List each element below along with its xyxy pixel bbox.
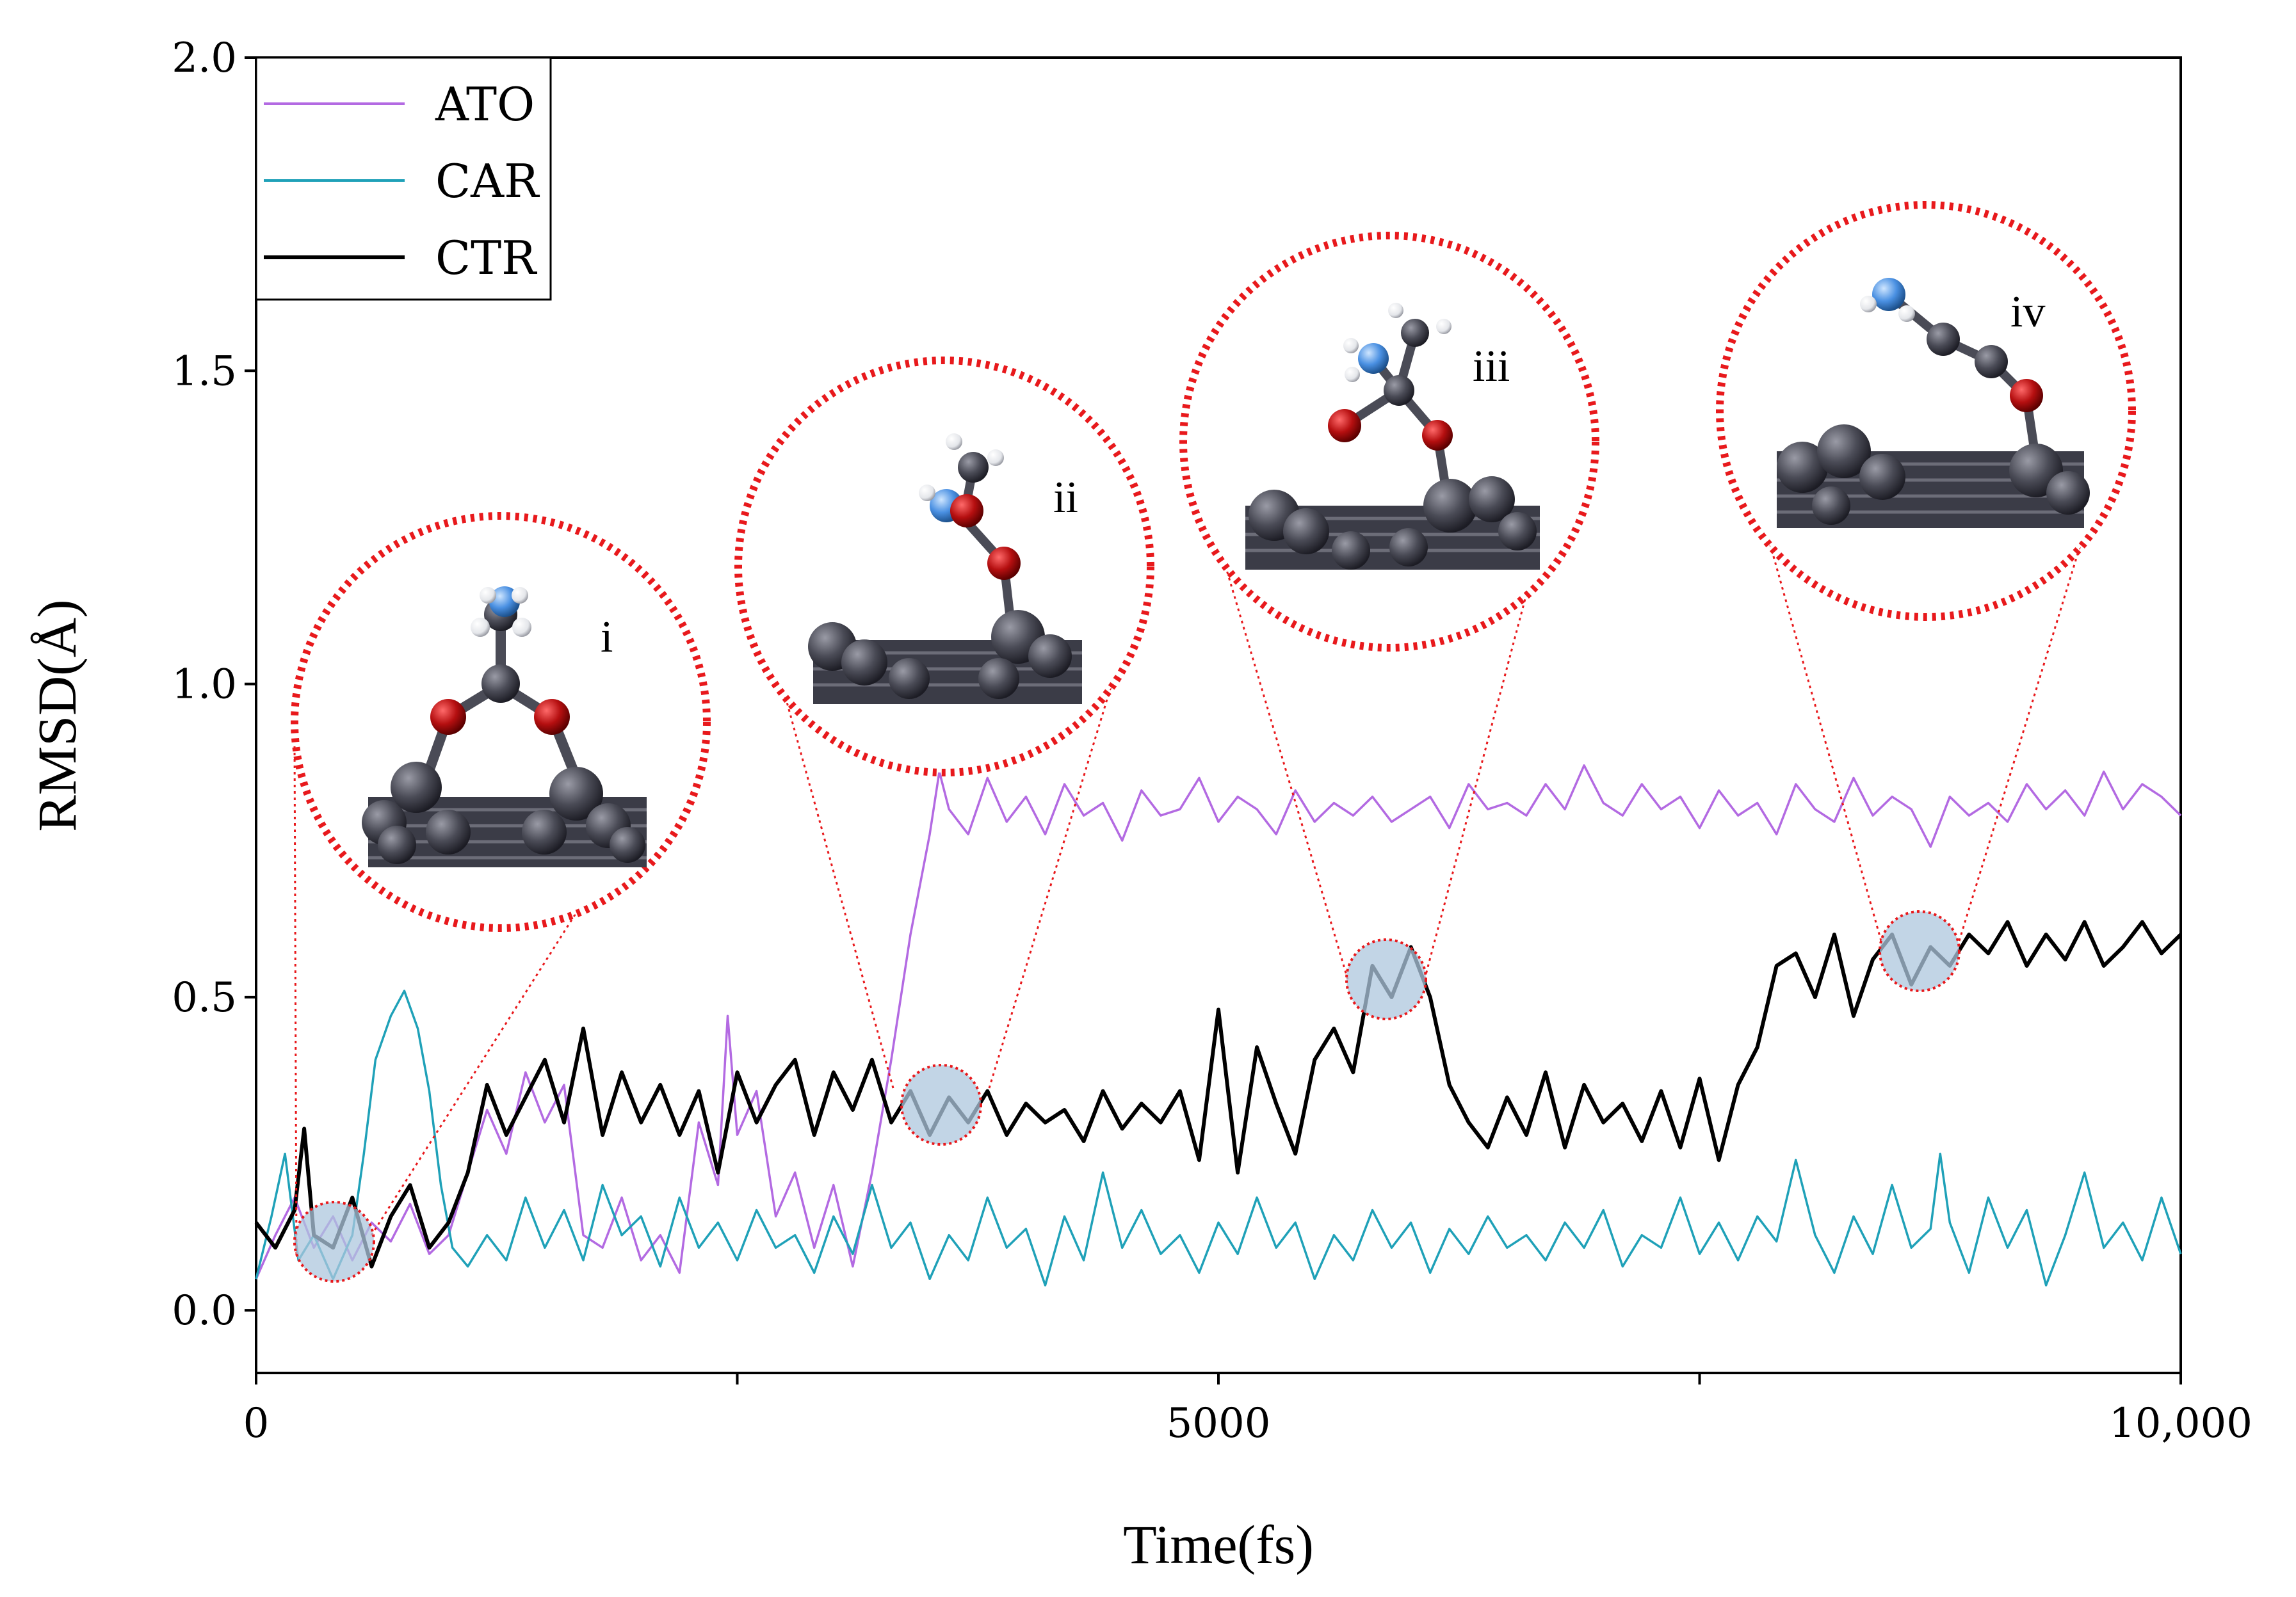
y-tick-label: 1.5 — [172, 348, 237, 395]
callout-label-iv: iv — [2010, 287, 2045, 337]
legend: ATO CAR CTR — [255, 56, 552, 301]
callout-label-i: i — [601, 613, 613, 662]
x-tick-label: 5000 — [1167, 1400, 1271, 1447]
callout-circle-ii — [734, 357, 1154, 776]
connector-i-left — [293, 742, 298, 1255]
highlight-marker-i — [293, 1201, 375, 1283]
callout-circle-iii — [1179, 232, 1599, 652]
highlight-marker-ii — [900, 1064, 982, 1146]
connector-iii-right — [1423, 531, 1544, 980]
highlight-marker-iv — [1879, 910, 1960, 992]
y-tick-label: 2.0 — [172, 35, 237, 82]
y-tick-label: 0.5 — [172, 974, 237, 1022]
x-tick-label: 10,000 — [2109, 1400, 2252, 1447]
series-layer — [254, 764, 2183, 1287]
callout-ii: ii — [734, 357, 1154, 776]
legend-label-car: CAR — [435, 154, 540, 208]
legend-label-ctr: CTR — [435, 231, 537, 285]
x-tick-label: 0 — [243, 1400, 270, 1447]
callout-iv: iv — [1716, 201, 2136, 621]
connector-iv-right — [1958, 511, 2092, 942]
callout-i: i — [291, 512, 711, 932]
molecule-iii — [1245, 303, 1540, 570]
callout-label-iii: iii — [1473, 342, 1510, 391]
legend-label-ato: ATO — [435, 77, 535, 131]
series-line-car — [255, 990, 2182, 1287]
y-axis-title: RMSD(Å) — [26, 599, 88, 831]
molecule-iv — [1777, 278, 2090, 528]
callout-label-ii: ii — [1053, 473, 1078, 522]
callout-iii: iii — [1179, 232, 1599, 652]
axis-layer: 0 5000 10,000 0.0 0.5 1.0 1.5 2.0 — [172, 35, 2252, 1447]
y-tick-label: 1.0 — [172, 661, 237, 709]
connector-iii-left — [1212, 524, 1349, 980]
callout-circle-iv — [1716, 201, 2136, 621]
y-tick-label: 0.0 — [172, 1287, 237, 1335]
highlight-marker-iii — [1345, 938, 1427, 1020]
series-line-ctr — [254, 920, 2183, 1269]
molecule-i — [362, 586, 647, 867]
molecule-ii — [808, 433, 1082, 704]
x-axis-title: Time(fs) — [1123, 1514, 1314, 1575]
series-line-ato — [255, 764, 2182, 1280]
highlight-markers — [293, 910, 1960, 1283]
